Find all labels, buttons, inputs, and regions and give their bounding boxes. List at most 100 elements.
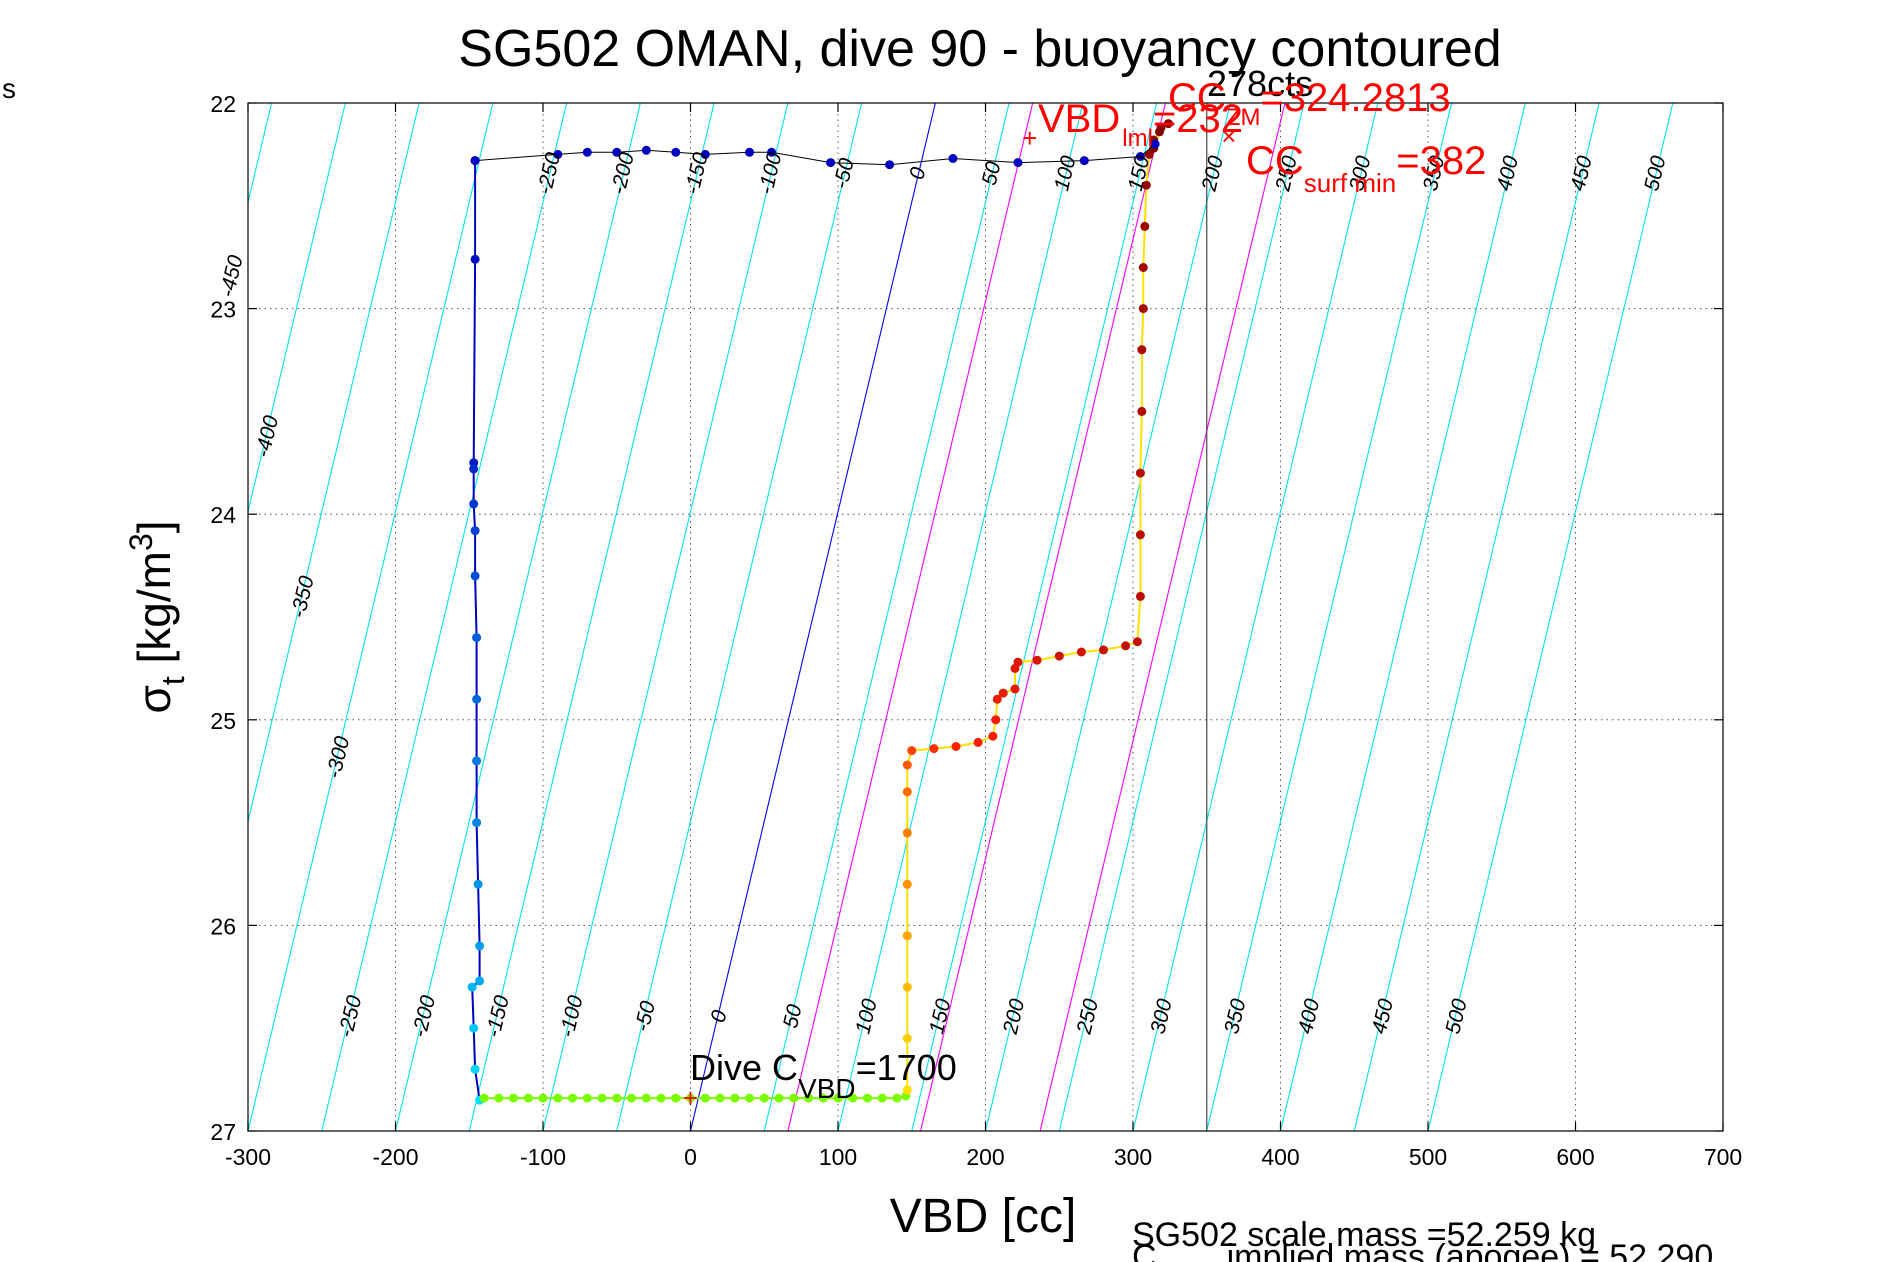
buoyancy-contour (542, 103, 789, 1131)
data-point-bottom (627, 1093, 636, 1103)
data-point-climb (902, 931, 912, 941)
data-point-bottom (848, 1093, 858, 1103)
data-point-climb (951, 742, 961, 751)
annotation-vbd-value: =232 (1153, 97, 1243, 141)
series-layer (467, 119, 1173, 1105)
x-tick-label: -200 (372, 1144, 418, 1170)
x-tick-label: 400 (1261, 1144, 1299, 1170)
x-tick-label: -100 (520, 1144, 566, 1170)
y-axis-label-unit: [kg/m (128, 551, 180, 676)
data-point-climb (991, 715, 1001, 725)
annotation-vbd-sub: lml (1122, 125, 1153, 152)
annotation-cc-main: CC (1168, 76, 1226, 120)
data-point-climb (902, 879, 912, 889)
contour-label: -450 (216, 253, 248, 300)
data-point-bottom (523, 1093, 533, 1103)
data-point-bottom (568, 1093, 577, 1103)
data-point-dive (469, 1023, 479, 1033)
data-point-climb (1137, 345, 1147, 355)
data-point-surface (641, 145, 651, 155)
data-point-climb (1137, 406, 1147, 416)
data-point-surface (700, 149, 710, 159)
data-point-bottom (789, 1093, 799, 1103)
y-tick-label: 27 (210, 1119, 236, 1145)
x-tick-label: 700 (1704, 1144, 1742, 1170)
annotation-mass-line2-rest: implied mass (apogee) = 52.290 (1227, 1238, 1714, 1262)
data-point-bottom (494, 1093, 504, 1103)
contour-label: 50 (978, 159, 1006, 187)
data-point-surface (1135, 152, 1145, 161)
contour-layer (248, 103, 1674, 1131)
data-point-climb (1140, 221, 1150, 231)
data-point-dive (473, 879, 483, 889)
y-tick-label: 25 (210, 708, 236, 734)
data-point-climb (929, 744, 939, 754)
annotation-cc-surf-main: CC (1246, 139, 1304, 183)
data-point-surface (745, 147, 754, 157)
data-point-bottom (833, 1093, 843, 1103)
data-point-dive (470, 1064, 480, 1074)
data-point-surface (612, 147, 622, 157)
marker: × (1221, 121, 1236, 151)
data-point-bottom (863, 1093, 872, 1103)
buoyancy-contour (1353, 103, 1600, 1131)
data-point-bottom (700, 1093, 710, 1103)
data-point-climb (1163, 119, 1173, 129)
annotation-mass-line1: SG502 scale mass =52.259 kg (1132, 1216, 1596, 1254)
data-point-climb (1138, 263, 1148, 272)
data-point-bottom (538, 1093, 548, 1103)
x-tick-label: 200 (966, 1144, 1004, 1170)
y-axis-label-sub: t (155, 676, 191, 685)
data-point-bottom (582, 1093, 592, 1103)
data-point-dive (469, 458, 479, 468)
data-point-bottom (509, 1093, 518, 1103)
data-point-surface (553, 149, 563, 159)
buoyancy-contour (1132, 103, 1379, 1131)
data-point-dive (472, 756, 482, 766)
data-point-climb (1076, 647, 1086, 657)
contour-label: 0 (905, 165, 930, 182)
data-point-bottom (745, 1093, 754, 1103)
data-point-climb (1144, 149, 1154, 159)
buoyancy-contour (837, 103, 1084, 1131)
corner-label: s (2, 73, 16, 104)
x-tick-label: 300 (1114, 1144, 1152, 1170)
data-point-climb (902, 760, 912, 770)
reference-line (1039, 103, 1286, 1131)
data-point-climb (992, 694, 1002, 704)
data-point-climb (907, 746, 917, 756)
data-point-surface (948, 154, 958, 163)
data-point-bottom (804, 1093, 813, 1103)
data-point-bottom (818, 1093, 828, 1103)
x-tick-label: 0 (684, 1144, 697, 1170)
y-axis-label-sup: 3 (123, 533, 159, 551)
data-point-surface (1150, 139, 1160, 149)
data-point-climb (1054, 651, 1064, 661)
annotation-dive: Dive CVBD=1700 (690, 1047, 957, 1104)
data-point-climb (1099, 645, 1108, 655)
annotation-dive-sub: VBD (798, 1073, 856, 1104)
data-point-bottom (597, 1093, 607, 1103)
buoyancy-contour (321, 103, 568, 1131)
x-tick-label: -300 (225, 1144, 271, 1170)
annotation-cc-sub: ZM (1226, 104, 1261, 131)
buoyancy-contour (911, 103, 1158, 1131)
annotation-dive-value: =1700 (856, 1047, 957, 1088)
data-point-climb (1141, 180, 1151, 190)
data-point-climb (1132, 637, 1142, 647)
buoyancy-contour (1206, 103, 1453, 1131)
data-point-surface (582, 147, 592, 157)
x-axis-label: VBD [cc] (890, 1190, 1077, 1243)
y-axis-label-symbol: σ (128, 685, 180, 713)
buoyancy-contour (763, 103, 1010, 1131)
data-point-dive (472, 694, 482, 704)
x-tick-label: 100 (819, 1144, 857, 1170)
data-point-surface (826, 158, 836, 168)
data-point-climb (902, 1085, 912, 1095)
annotation-cc: CCZM=324.2813 (1168, 76, 1451, 131)
annotation-dive-main: Dive C (690, 1047, 798, 1088)
data-point-climb (1155, 127, 1164, 137)
buoyancy-contour (248, 103, 420, 824)
data-point-climb (1135, 530, 1145, 540)
